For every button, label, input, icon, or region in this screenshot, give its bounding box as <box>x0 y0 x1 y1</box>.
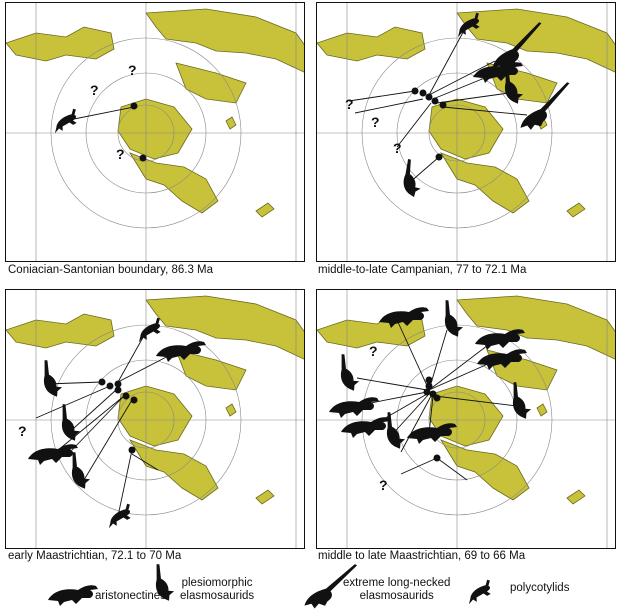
unknown-marker: ? <box>90 82 99 98</box>
map-panel-campanian: ? ? ? <box>316 2 616 262</box>
map-panel-coniacian-santonian: ? ? ? <box>5 2 305 262</box>
unknown-marker: ? <box>128 62 137 78</box>
panel-caption: Coniacian-Santonian boundary, 86.3 Ma <box>8 264 214 276</box>
unknown-marker: ? <box>18 423 27 439</box>
unknown-marker: ? <box>369 343 378 359</box>
paleomap-coniacian-santonian: ? ? ? <box>6 3 304 261</box>
unknown-marker: ? <box>371 114 380 130</box>
occurrence-dot <box>130 102 138 110</box>
legend-plesiomorphic: plesiomorphic elasmosaurids <box>180 577 255 602</box>
legend-aristonectines: aristonectines <box>95 590 166 602</box>
unknown-marker: ? <box>345 96 354 112</box>
unknown-marker: ? <box>116 146 125 162</box>
legend-polycotylids: polycotylids <box>510 582 570 594</box>
unknown-marker: ? <box>379 477 388 493</box>
occurrence-lines <box>63 106 135 122</box>
aristonectine-legend-icon <box>48 585 98 606</box>
panel-caption: middle to late Maastrichtian, 69 to 66 M… <box>318 550 526 562</box>
legend-extreme-long-necked: extreme long-necked elasmosaurids <box>343 577 451 602</box>
map-panel-early-maastrichtian: ? <box>5 289 305 549</box>
polycotylid-legend-icon <box>462 578 496 606</box>
unknown-marker: ? <box>393 140 402 156</box>
occurrence-dot <box>139 154 147 162</box>
map-panel-late-maastrichtian: ? ? <box>316 289 616 549</box>
panel-caption: early Maastrichtian, 72.1 to 70 Ma <box>8 550 182 562</box>
panel-caption: middle-to-late Campanian, 77 to 72.1 Ma <box>318 264 527 276</box>
